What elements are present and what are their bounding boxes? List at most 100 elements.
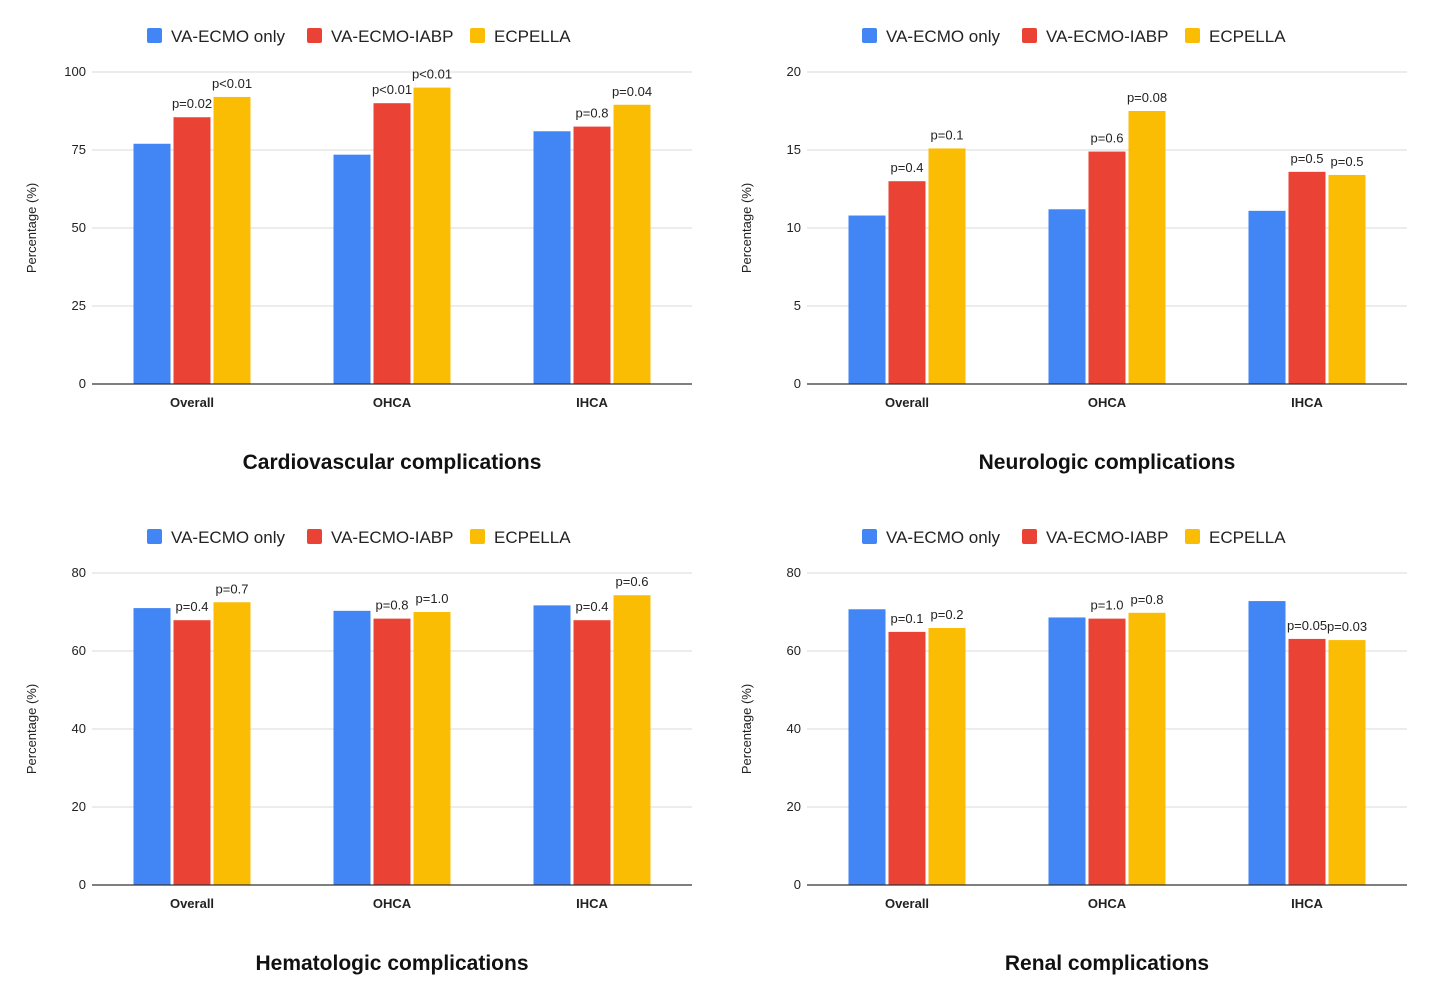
x-tick-label-overall: Overall — [885, 395, 929, 410]
y-tick-label-80: 80 — [72, 565, 86, 580]
x-tick-label-overall: Overall — [170, 896, 214, 911]
legend-swatch-va-ecmo-iabp — [1022, 28, 1037, 43]
data-label-ecpella-overall: p=0.2 — [931, 607, 964, 622]
legend-item-ecpella: ECPELLA — [1185, 528, 1286, 547]
y-tick-label-5: 5 — [794, 298, 801, 313]
y-tick-label-50: 50 — [72, 220, 86, 235]
bar-va-ecmo-only-ihca — [1248, 601, 1286, 885]
data-label-ecpella-ohca: p<0.01 — [412, 67, 452, 82]
legend-item-va-ecmo-only: VA-ECMO only — [147, 528, 285, 547]
y-tick-label-20: 20 — [787, 799, 801, 814]
data-label-ecpella-ihca: p=0.03 — [1327, 619, 1367, 634]
y-tick-label-0: 0 — [794, 376, 801, 391]
x-tick-label-overall: Overall — [885, 896, 929, 911]
chart-panel-cardiovascular: VA-ECMO only VA-ECMO-IABP ECPELLA 0 25 50 75 10… — [0, 0, 715, 500]
legend-item-va-ecmo-only: VA-ECMO only — [862, 27, 1000, 46]
data-label-ecpella-ohca: p=0.08 — [1127, 90, 1167, 105]
chart-renal: VA-ECMO only VA-ECMO-IABP ECPELLA 0 20 40 60 80… — [739, 528, 1407, 975]
data-label-ecpella-ihca: p=0.04 — [612, 84, 652, 99]
data-label-va-ecmo-iabp-overall: p=0.4 — [176, 599, 209, 614]
bar-va-ecmo-iabp-overall — [173, 117, 211, 385]
legend-swatch-ecpella — [1185, 28, 1200, 43]
y-tick-label-25: 25 — [72, 298, 86, 313]
data-label-ecpella-ohca: p=0.8 — [1131, 592, 1164, 607]
legend-swatch-va-ecmo-only — [862, 28, 877, 43]
bar-va-ecmo-iabp-overall — [888, 631, 926, 885]
x-tick-label-ohca: OHCA — [373, 395, 412, 410]
bar-va-ecmo-iabp-ohca — [373, 618, 411, 885]
legend-swatch-ecpella — [470, 28, 485, 43]
legend: VA-ECMO only VA-ECMO-IABP ECPELLA — [147, 528, 571, 547]
bar-ecpella-ohca — [413, 87, 451, 384]
legend-item-va-ecmo-iabp: VA-ECMO-IABP — [307, 528, 453, 547]
data-label-ecpella-ihca: p=0.5 — [1331, 154, 1364, 169]
bar-ecpella-overall — [928, 627, 966, 885]
bar-va-ecmo-only-ihca — [1248, 210, 1286, 384]
legend-label-va-ecmo-iabp: VA-ECMO-IABP — [1046, 528, 1168, 547]
chart-title: Neurologic complications — [979, 451, 1236, 474]
x-tick-label-ohca: OHCA — [1088, 395, 1127, 410]
legend-label-ecpella: ECPELLA — [1209, 528, 1286, 547]
bar-va-ecmo-iabp-ihca — [1288, 171, 1326, 384]
data-label-ecpella-overall: p=0.7 — [216, 581, 249, 596]
y-tick-label-60: 60 — [787, 643, 801, 658]
data-label-va-ecmo-iabp-overall: p=0.02 — [172, 96, 212, 111]
legend-label-va-ecmo-only: VA-ECMO only — [886, 27, 1000, 46]
y-axis-label: Percentage (%) — [24, 684, 39, 774]
bar-ecpella-ihca — [1328, 640, 1366, 885]
bar-ecpella-ihca — [1328, 174, 1366, 384]
legend-swatch-va-ecmo-only — [147, 529, 162, 544]
bar-va-ecmo-iabp-ihca — [573, 620, 611, 885]
y-tick-label-80: 80 — [787, 565, 801, 580]
x-tick-label-ohca: OHCA — [373, 896, 412, 911]
y-tick-label-0: 0 — [79, 877, 86, 892]
y-tick-label-15: 15 — [787, 142, 801, 157]
y-tick-label-60: 60 — [72, 643, 86, 658]
data-label-va-ecmo-iabp-ohca: p<0.01 — [372, 82, 412, 97]
bar-va-ecmo-iabp-ohca — [1088, 618, 1126, 885]
bar-ecpella-overall — [213, 602, 251, 885]
y-axis-label: Percentage (%) — [24, 183, 39, 273]
y-tick-label-40: 40 — [787, 721, 801, 736]
data-label-ecpella-overall: p=0.1 — [931, 127, 964, 142]
data-label-va-ecmo-iabp-ohca: p=1.0 — [1091, 598, 1124, 613]
legend-label-ecpella: ECPELLA — [1209, 27, 1286, 46]
bar-va-ecmo-only-ohca — [1048, 617, 1086, 885]
data-label-va-ecmo-iabp-ihca: p=0.4 — [576, 599, 609, 614]
legend-item-va-ecmo-iabp: VA-ECMO-IABP — [1022, 27, 1168, 46]
legend: VA-ECMO only VA-ECMO-IABP ECPELLA — [862, 528, 1286, 547]
chart-cardiovascular: VA-ECMO only VA-ECMO-IABP ECPELLA 0 25 50 75 10… — [24, 27, 692, 474]
data-label-va-ecmo-iabp-overall: p=0.4 — [891, 160, 924, 175]
legend-swatch-va-ecmo-iabp — [307, 28, 322, 43]
chart-panel-renal: VA-ECMO only VA-ECMO-IABP ECPELLA 0 20 40 60 80… — [715, 501, 1430, 1001]
legend-swatch-va-ecmo-only — [147, 28, 162, 43]
chart-hematologic: VA-ECMO only VA-ECMO-IABP ECPELLA 0 20 40 60 80… — [24, 528, 692, 975]
bar-ecpella-ihca — [613, 104, 651, 384]
legend-label-va-ecmo-iabp: VA-ECMO-IABP — [331, 528, 453, 547]
bar-ecpella-ohca — [413, 612, 451, 885]
bar-va-ecmo-only-overall — [133, 608, 171, 885]
legend-label-va-ecmo-iabp: VA-ECMO-IABP — [331, 27, 453, 46]
x-tick-label-ihca: IHCA — [576, 896, 608, 911]
y-tick-label-75: 75 — [72, 142, 86, 157]
bar-va-ecmo-iabp-ohca — [1088, 151, 1126, 384]
legend-label-va-ecmo-only: VA-ECMO only — [171, 27, 285, 46]
bar-ecpella-ihca — [613, 595, 651, 885]
bar-va-ecmo-iabp-ihca — [573, 126, 611, 384]
data-label-va-ecmo-iabp-ihca: p=0.8 — [576, 106, 609, 121]
legend-swatch-va-ecmo-iabp — [1022, 529, 1037, 544]
y-tick-label-100: 100 — [64, 64, 86, 79]
bar-va-ecmo-iabp-ihca — [1288, 638, 1326, 885]
legend-label-va-ecmo-only: VA-ECMO only — [886, 528, 1000, 547]
data-label-ecpella-overall: p<0.01 — [212, 76, 252, 91]
y-axis-label: Percentage (%) — [739, 183, 754, 273]
chart-panel-hematologic: VA-ECMO only VA-ECMO-IABP ECPELLA 0 20 40 60 80… — [0, 501, 715, 1001]
x-tick-label-ihca: IHCA — [1291, 896, 1323, 911]
y-axis-label: Percentage (%) — [739, 684, 754, 774]
bar-ecpella-ohca — [1128, 111, 1166, 384]
bar-ecpella-overall — [928, 148, 966, 384]
data-label-va-ecmo-iabp-ihca: p=0.05 — [1287, 618, 1327, 633]
chart-panel-neurologic: VA-ECMO only VA-ECMO-IABP ECPELLA 0 5 10 15 20 P… — [715, 0, 1430, 500]
y-tick-label-0: 0 — [79, 376, 86, 391]
